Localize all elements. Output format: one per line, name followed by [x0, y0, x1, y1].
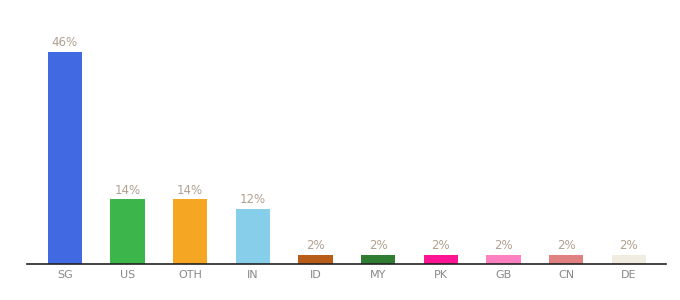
Bar — [361, 255, 395, 264]
Text: 2%: 2% — [306, 239, 325, 252]
Bar — [299, 255, 333, 264]
Bar — [549, 255, 583, 264]
Bar — [424, 255, 458, 264]
Text: 2%: 2% — [432, 239, 450, 252]
Text: 2%: 2% — [494, 239, 513, 252]
Text: 2%: 2% — [557, 239, 575, 252]
Bar — [486, 255, 521, 264]
Text: 12%: 12% — [240, 193, 266, 206]
Text: 14%: 14% — [114, 184, 141, 196]
Bar — [48, 52, 82, 264]
Bar — [110, 200, 145, 264]
Bar — [173, 200, 207, 264]
Bar — [611, 255, 646, 264]
Text: 14%: 14% — [177, 184, 203, 196]
Text: 2%: 2% — [369, 239, 388, 252]
Bar — [235, 208, 270, 264]
Text: 46%: 46% — [52, 36, 78, 49]
Text: 2%: 2% — [619, 239, 638, 252]
